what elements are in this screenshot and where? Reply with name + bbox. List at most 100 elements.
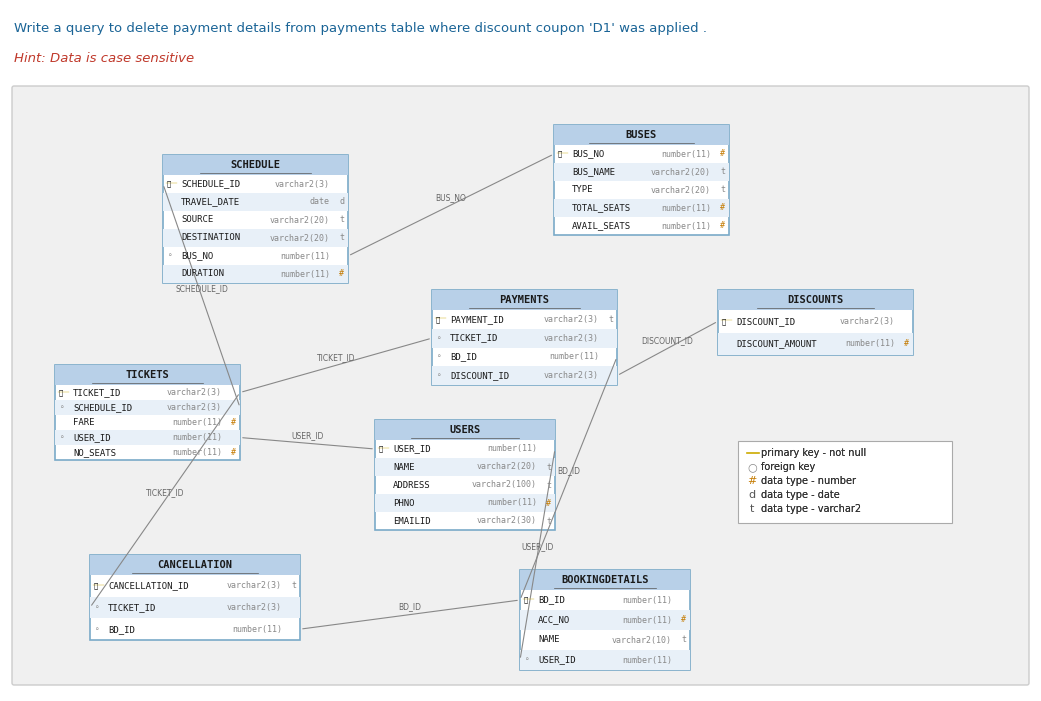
Text: varchar2(3): varchar2(3): [544, 334, 599, 343]
Text: number(11): number(11): [845, 339, 895, 348]
Text: number(11): number(11): [661, 149, 711, 158]
Text: t: t: [339, 215, 344, 224]
FancyBboxPatch shape: [738, 441, 953, 523]
Text: 🔑: 🔑: [59, 389, 64, 396]
Text: varchar2(3): varchar2(3): [227, 581, 282, 590]
Text: number(11): number(11): [172, 418, 222, 427]
FancyBboxPatch shape: [375, 458, 555, 476]
Text: #: #: [904, 339, 909, 348]
FancyBboxPatch shape: [554, 199, 729, 217]
FancyBboxPatch shape: [90, 597, 300, 618]
FancyBboxPatch shape: [375, 420, 555, 530]
Text: BD_ID: BD_ID: [557, 466, 580, 475]
FancyBboxPatch shape: [55, 430, 240, 445]
Text: SCHEDULE_ID: SCHEDULE_ID: [175, 284, 228, 293]
Text: data type - varchar2: data type - varchar2: [761, 504, 861, 514]
Text: BOOKINGDETAILS: BOOKINGDETAILS: [561, 575, 649, 585]
FancyBboxPatch shape: [375, 420, 555, 440]
Text: t: t: [720, 186, 725, 194]
Text: USER_ID: USER_ID: [538, 655, 576, 665]
Text: t: t: [720, 168, 725, 177]
FancyBboxPatch shape: [12, 86, 1029, 685]
Text: ⚪: ⚪: [437, 336, 441, 341]
Text: NAME: NAME: [393, 463, 414, 472]
Text: number(11): number(11): [661, 222, 711, 231]
Text: SCHEDULE_ID: SCHEDULE_ID: [181, 179, 240, 189]
Text: 🔑: 🔑: [167, 181, 172, 187]
FancyBboxPatch shape: [432, 290, 617, 385]
Text: t: t: [545, 480, 551, 489]
Text: t: t: [545, 463, 551, 472]
Text: TICKET_ID: TICKET_ID: [450, 334, 499, 343]
FancyBboxPatch shape: [718, 332, 913, 355]
Text: PAYMENT_ID: PAYMENT_ID: [450, 315, 504, 324]
Text: BUSES: BUSES: [626, 130, 657, 140]
Text: #: #: [681, 615, 686, 625]
Text: BUS_NAME: BUS_NAME: [572, 168, 615, 177]
FancyBboxPatch shape: [55, 365, 240, 460]
Text: number(11): number(11): [661, 203, 711, 212]
Text: BUS_NO: BUS_NO: [181, 252, 213, 261]
FancyBboxPatch shape: [520, 610, 690, 630]
Text: CANCELLATION: CANCELLATION: [157, 560, 232, 570]
Text: ⚪: ⚪: [95, 605, 100, 610]
Text: DISCOUNT_AMOUNT: DISCOUNT_AMOUNT: [736, 339, 816, 348]
Text: PHNO: PHNO: [393, 498, 414, 508]
Text: USER_ID: USER_ID: [522, 543, 554, 552]
Text: TICKET_ID: TICKET_ID: [316, 353, 355, 362]
Text: BUS_NO: BUS_NO: [435, 193, 466, 202]
Text: t: t: [681, 636, 686, 644]
Text: number(11): number(11): [487, 444, 537, 454]
Text: #: #: [720, 149, 725, 158]
Text: data type - number: data type - number: [761, 476, 856, 486]
Text: varchar2(3): varchar2(3): [275, 179, 330, 189]
Text: varchar2(3): varchar2(3): [167, 388, 222, 397]
Text: number(11): number(11): [280, 252, 330, 261]
Text: TYPE: TYPE: [572, 186, 593, 194]
Text: data type - number: data type - number: [761, 476, 856, 486]
Text: EMAILID: EMAILID: [393, 517, 431, 526]
Text: #: #: [720, 203, 725, 212]
Text: DISCOUNT_ID: DISCOUNT_ID: [736, 317, 795, 326]
Text: date: date: [310, 198, 330, 207]
FancyBboxPatch shape: [55, 365, 240, 385]
Text: NAME: NAME: [538, 636, 559, 644]
Text: TOTAL_SEATS: TOTAL_SEATS: [572, 203, 631, 212]
FancyBboxPatch shape: [520, 650, 690, 670]
Text: varchar2(20): varchar2(20): [270, 215, 330, 224]
Text: ⚪: ⚪: [95, 627, 100, 632]
Text: t: t: [545, 517, 551, 526]
Text: varchar2(10): varchar2(10): [612, 636, 672, 644]
Text: USER_ID: USER_ID: [393, 444, 431, 454]
Text: BD_ID: BD_ID: [538, 596, 565, 604]
FancyBboxPatch shape: [55, 400, 240, 415]
Text: t: t: [750, 504, 755, 514]
Text: USER_ID: USER_ID: [73, 433, 110, 442]
Text: TICKET_ID: TICKET_ID: [146, 488, 184, 497]
Text: TICKET_ID: TICKET_ID: [108, 603, 156, 612]
Text: BD_ID: BD_ID: [108, 625, 135, 634]
Text: TRAVEL_DATE: TRAVEL_DATE: [181, 198, 240, 207]
FancyBboxPatch shape: [163, 193, 348, 211]
Text: #: #: [231, 448, 236, 457]
Text: t: t: [608, 315, 613, 324]
Text: varchar2(3): varchar2(3): [544, 315, 599, 324]
Text: varchar2(3): varchar2(3): [840, 317, 895, 326]
Text: ○: ○: [747, 462, 757, 472]
FancyBboxPatch shape: [554, 125, 729, 145]
Text: number(11): number(11): [487, 498, 537, 508]
Text: SCHEDULE: SCHEDULE: [230, 160, 280, 170]
Text: number(11): number(11): [623, 596, 672, 604]
Text: #: #: [747, 476, 757, 486]
Text: #: #: [545, 498, 551, 508]
Text: varchar2(30): varchar2(30): [477, 517, 537, 526]
Text: DURATION: DURATION: [181, 269, 224, 278]
Text: 🔑: 🔑: [436, 316, 440, 322]
Text: number(11): number(11): [623, 655, 672, 665]
Text: data type - date: data type - date: [761, 490, 840, 500]
Text: #: #: [231, 418, 236, 427]
FancyBboxPatch shape: [163, 229, 348, 247]
Text: TICKETS: TICKETS: [126, 370, 170, 380]
Text: ⚪: ⚪: [168, 254, 173, 259]
Text: USER_ID: USER_ID: [291, 431, 324, 440]
